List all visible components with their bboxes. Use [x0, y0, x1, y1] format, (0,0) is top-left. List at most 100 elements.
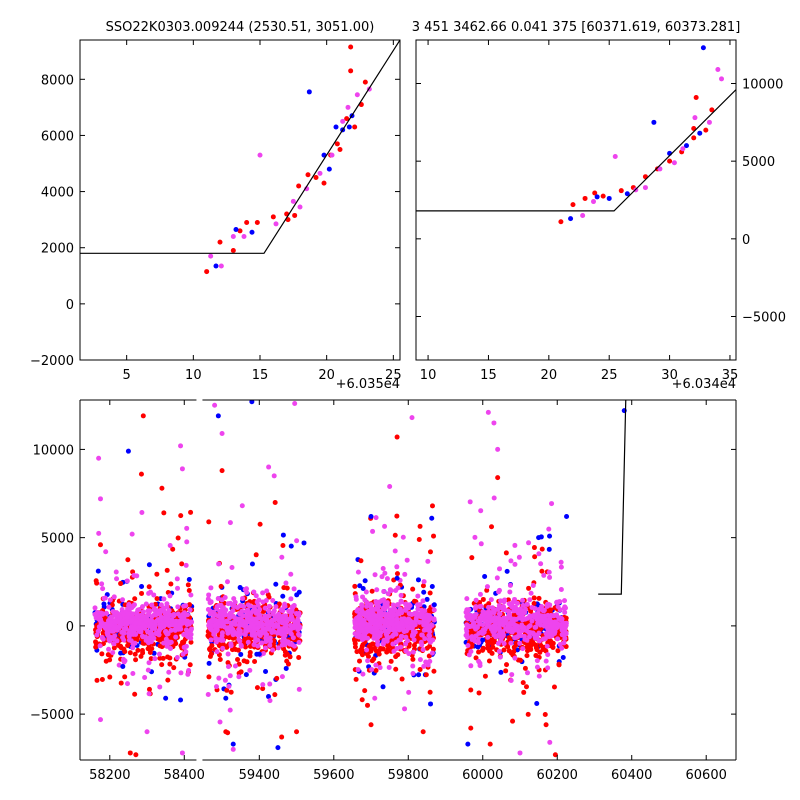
data-point	[161, 510, 167, 516]
data-point	[555, 648, 561, 654]
data-point	[479, 647, 485, 653]
data-point	[130, 629, 136, 635]
data-point	[403, 607, 409, 613]
data-point	[480, 637, 486, 643]
x-tick-label: 58400	[164, 768, 205, 783]
data-point	[132, 596, 138, 602]
model-line	[80, 40, 400, 254]
data-point	[170, 546, 176, 552]
data-point	[431, 533, 437, 539]
data-point	[357, 658, 363, 664]
data-point	[123, 626, 129, 632]
data-point	[361, 617, 367, 623]
data-point	[241, 604, 247, 610]
data-point	[431, 668, 437, 674]
data-point	[288, 596, 294, 602]
data-point	[510, 599, 516, 605]
data-point	[519, 624, 525, 630]
data-point	[484, 584, 490, 590]
data-point	[464, 634, 470, 640]
data-point	[264, 617, 270, 623]
data-point	[282, 624, 288, 630]
data-point	[146, 691, 152, 697]
data-point	[497, 566, 503, 572]
data-point	[516, 554, 522, 560]
data-point	[381, 588, 387, 594]
data-point	[384, 649, 390, 655]
data-point	[244, 219, 250, 225]
data-point	[259, 640, 265, 646]
data-point	[489, 650, 495, 656]
data-point	[667, 158, 673, 164]
data-point	[130, 645, 136, 651]
data-point	[411, 642, 417, 648]
data-point	[406, 689, 412, 695]
data-point	[410, 670, 416, 676]
data-point	[371, 656, 377, 662]
data-point	[111, 594, 117, 600]
panel-right-plot	[416, 45, 736, 225]
data-point	[524, 628, 530, 634]
data-point	[122, 649, 128, 655]
data-point	[296, 589, 302, 595]
data-point	[111, 645, 117, 651]
data-point	[511, 627, 517, 633]
data-point	[378, 612, 384, 618]
data-point	[624, 191, 630, 197]
data-point	[187, 662, 193, 668]
data-point	[227, 707, 233, 713]
data-point	[283, 665, 289, 671]
data-point	[512, 542, 518, 548]
data-point	[139, 590, 145, 596]
data-point	[230, 233, 236, 239]
data-point	[715, 67, 721, 73]
data-point	[237, 228, 243, 234]
data-point	[280, 543, 286, 549]
data-point	[419, 632, 425, 638]
data-point	[215, 620, 221, 626]
data-point	[267, 698, 273, 704]
data-point	[266, 608, 272, 614]
data-point	[531, 631, 537, 637]
data-point	[530, 613, 536, 619]
data-point	[403, 648, 409, 654]
data-point	[186, 588, 192, 594]
data-point	[368, 642, 374, 648]
data-point	[394, 571, 400, 577]
data-point	[497, 654, 503, 660]
model-line	[416, 89, 736, 212]
data-point	[124, 681, 130, 687]
data-point	[362, 578, 368, 584]
data-point	[372, 606, 378, 612]
data-point	[416, 672, 422, 678]
data-point	[220, 611, 226, 617]
data-point	[423, 672, 429, 678]
data-point	[355, 569, 361, 575]
data-point	[489, 605, 495, 611]
data-point	[504, 662, 510, 668]
data-point	[360, 594, 366, 600]
data-point	[206, 674, 212, 680]
data-point	[411, 598, 417, 604]
data-point	[385, 591, 391, 597]
data-point	[218, 583, 224, 589]
data-point	[542, 613, 548, 619]
data-point	[520, 680, 526, 686]
data-point	[379, 625, 385, 631]
data-point	[132, 651, 138, 657]
data-point	[683, 143, 689, 149]
data-point	[227, 612, 233, 618]
y-tick-label: 6000	[41, 129, 74, 144]
data-point	[118, 619, 124, 625]
panel-right-ticks: 10 15 20 25 30 35 −5000 0 5000 10000	[416, 40, 786, 383]
data-point	[280, 593, 286, 599]
data-point	[208, 585, 214, 591]
data-point	[146, 562, 152, 568]
data-point	[171, 665, 177, 671]
data-point	[420, 729, 426, 735]
data-point	[488, 597, 494, 603]
data-point	[420, 583, 426, 589]
data-point	[406, 611, 412, 617]
data-point	[218, 263, 224, 269]
data-point	[140, 413, 146, 419]
